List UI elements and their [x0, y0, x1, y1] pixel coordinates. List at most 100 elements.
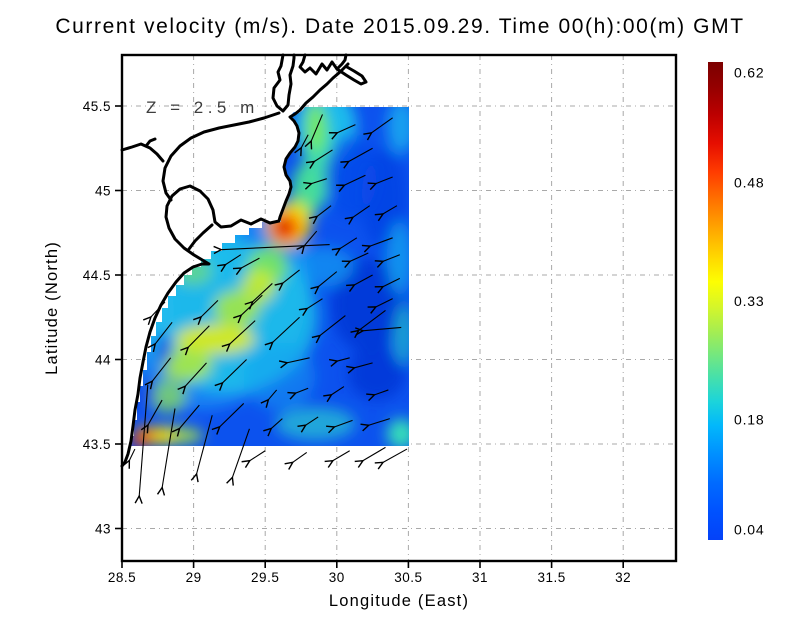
- coastline-path: [335, 65, 368, 86]
- coastline-path: [144, 137, 157, 148]
- x-axis-label: Longitude (East): [329, 592, 469, 610]
- current-vector-arrow: [188, 325, 210, 348]
- current-vector-arrow: [222, 359, 247, 384]
- current-vector-arrow: [271, 418, 283, 429]
- y-tick-label: 45: [95, 183, 111, 198]
- current-vector-arrow: [334, 419, 353, 427]
- x-axis: 28.5 29 29.5 30 30.5 31 31.5 32: [108, 561, 631, 585]
- y-axis: 43 43.5 44 44.5 45 45.5: [83, 99, 122, 536]
- x-tick-label: 30.5: [394, 570, 422, 585]
- x-tick-label: 29.5: [251, 570, 279, 585]
- current-vector-arrow: [232, 428, 250, 478]
- current-vector-arrow: [383, 254, 401, 262]
- current-vector-arrow: [129, 448, 136, 461]
- speed-blob: [156, 332, 171, 367]
- y-tick-label: 45.5: [83, 99, 111, 114]
- x-tick-label: 28.5: [108, 570, 136, 585]
- y-axis-label: Latitude (North): [43, 241, 61, 375]
- coastline-path: [298, 53, 348, 76]
- current-vector-arrow: [337, 357, 350, 361]
- speed-blob: [386, 220, 409, 296]
- coastline: [120, 53, 368, 468]
- current-vector-arrow: [301, 134, 309, 149]
- colorbar-tick-label: 0.33: [734, 293, 764, 309]
- current-vector-arrow: [344, 174, 366, 185]
- current-vector-arrow: [331, 386, 345, 395]
- current-vector-arrow: [320, 315, 346, 336]
- current-vector-arrow: [375, 176, 393, 184]
- y-tick-label: 43: [95, 521, 111, 536]
- current-vector-arrow: [337, 124, 356, 133]
- current-vector-arrow: [383, 205, 398, 214]
- speed-blob: [277, 221, 288, 231]
- plot-border: [120, 53, 678, 563]
- current-vector-arrow: [249, 450, 266, 461]
- coastline-path: [120, 62, 350, 468]
- current-vector-arrow: [368, 418, 390, 426]
- y-tick-label: 44.5: [83, 268, 111, 283]
- current-vector-arrow: [383, 448, 408, 463]
- x-tick-label: 32: [615, 570, 631, 585]
- speed-blob: [325, 134, 377, 220]
- current-vector-arrow: [333, 450, 350, 461]
- current-vector-arrow: [304, 230, 318, 246]
- current-vector-arrow: [252, 283, 273, 302]
- current-vector-arrow: [311, 178, 327, 184]
- current-vector-arrow: [311, 114, 323, 141]
- current-vector-arrow: [350, 252, 369, 261]
- chart-title: Current velocity (m/s). Date 2015.09.29.…: [55, 15, 744, 38]
- coastline-path: [187, 223, 214, 251]
- colorbar-tick-label: 0.04: [734, 522, 764, 538]
- x-tick-label: 31.5: [537, 570, 565, 585]
- current-vector-arrow: [305, 416, 319, 425]
- current-vector-arrow: [196, 415, 213, 474]
- current-vector-arrow: [139, 384, 149, 497]
- current-vector-arrow: [229, 320, 256, 345]
- current-vector-arrow: [354, 362, 373, 368]
- current-vector-arrow: [348, 147, 373, 162]
- current-vector-arrow: [363, 446, 386, 461]
- y-tick-label: 44: [95, 352, 111, 367]
- current-vector-arrow: [272, 316, 300, 342]
- current-vector-arrow: [354, 274, 373, 285]
- speed-blob: [149, 379, 187, 414]
- current-vector-arrow: [374, 389, 389, 395]
- current-vector-arrow: [353, 205, 371, 218]
- current-vector-arrow: [370, 237, 393, 246]
- current-vector-arrow: [363, 326, 402, 330]
- speed-blob: [160, 347, 213, 382]
- current-vector-arrow: [268, 389, 278, 400]
- speed-blob: [386, 418, 409, 446]
- colorbar-labels: 0.62 0.48 0.33 0.18 0.04: [734, 64, 764, 537]
- current-vector-arrow: [340, 237, 358, 249]
- current-vector-arrow: [225, 254, 242, 265]
- current-vector-arrow: [307, 298, 323, 309]
- current-vector-arrow: [152, 357, 172, 382]
- current-vector-arrow: [162, 408, 176, 488]
- current-vector-arrow: [241, 294, 263, 315]
- x-tick-label: 29: [186, 570, 202, 585]
- coastline-path: [271, 53, 296, 113]
- current-vector-arrow: [151, 301, 166, 317]
- current-vector-arrow: [314, 149, 333, 162]
- current-vector-arrow: [287, 357, 310, 363]
- current-vector-arrow: [219, 403, 245, 427]
- speed-blob: [305, 107, 326, 152]
- colorbar-tick-label: 0.62: [734, 64, 764, 80]
- depth-annotation: Z = 2.5 m: [146, 98, 259, 117]
- colorbar-tick-label: 0.18: [734, 411, 764, 427]
- colorbar: 0.62 0.48 0.33 0.18 0.04: [708, 62, 764, 540]
- current-vector-arrow: [295, 387, 309, 393]
- current-vector-arrow: [221, 244, 330, 250]
- speed-blob: [132, 182, 241, 284]
- speed-blob: [174, 324, 256, 355]
- speed-blob: [386, 107, 409, 154]
- current-vectors: [129, 114, 408, 497]
- speed-blob: [243, 342, 316, 411]
- current-vector-arrow: [155, 321, 173, 344]
- current-vector-arrow: [282, 269, 300, 284]
- current-vector-arrow: [179, 404, 200, 429]
- current-vector-arrow: [371, 117, 393, 133]
